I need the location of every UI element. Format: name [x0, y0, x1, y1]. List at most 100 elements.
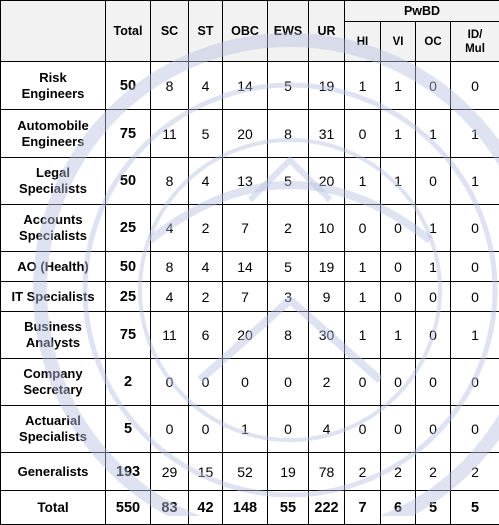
total-cell: 50	[106, 252, 151, 282]
total-cell: 75	[106, 312, 151, 359]
st-cell: 6	[189, 312, 223, 359]
post-name-line2: Analysts	[26, 335, 80, 350]
obc-cell: 13	[223, 158, 268, 205]
total-vi-cell: 6	[381, 491, 416, 525]
total-cell: 50	[106, 62, 151, 110]
post-name-line1: Risk	[39, 70, 66, 85]
post-name-line1: Generalists	[18, 464, 89, 479]
oc-cell: 2	[416, 453, 451, 491]
total-row-label: Total	[1, 491, 106, 525]
total-obc-cell: 148	[223, 491, 268, 525]
sc-cell: 4	[151, 205, 189, 252]
idmul-cell: 1	[451, 312, 499, 359]
idmul-cell: 1	[451, 110, 499, 158]
ur-cell: 20	[309, 158, 345, 205]
idmul-cell: 2	[451, 453, 499, 491]
hi-cell: 1	[345, 312, 381, 359]
post-name-line1: IT Specialists	[11, 289, 94, 304]
ur-cell: 31	[309, 110, 345, 158]
obc-cell: 1	[223, 406, 268, 453]
oc-cell: 0	[416, 62, 451, 110]
vi-cell: 0	[381, 205, 416, 252]
st-cell: 15	[189, 453, 223, 491]
ews-cell: 5	[268, 62, 309, 110]
ur-header: UR	[309, 1, 345, 62]
obc-header: OBC	[223, 1, 268, 62]
hi-cell: 0	[345, 110, 381, 158]
idmul-cell: 0	[451, 406, 499, 453]
post-header	[1, 1, 106, 62]
oc-cell: 0	[416, 158, 451, 205]
total-cell: 75	[106, 110, 151, 158]
st-cell: 4	[189, 62, 223, 110]
sc-cell: 0	[151, 406, 189, 453]
total-st-cell: 42	[189, 491, 223, 525]
ur-cell: 2	[309, 359, 345, 406]
post-name-line2: Specialists	[19, 228, 87, 243]
ews-cell: 8	[268, 110, 309, 158]
st-cell: 2	[189, 205, 223, 252]
pwbd-header: PwBD	[345, 1, 499, 22]
st-cell: 5	[189, 110, 223, 158]
obc-cell: 7	[223, 282, 268, 312]
sc-cell: 29	[151, 453, 189, 491]
ews-cell: 0	[268, 406, 309, 453]
hi-cell: 2	[345, 453, 381, 491]
sc-cell: 4	[151, 282, 189, 312]
oc-cell: 1	[416, 205, 451, 252]
total-cell: 2	[106, 359, 151, 406]
vi-header: VI	[381, 22, 416, 62]
obc-cell: 7	[223, 205, 268, 252]
vi-cell: 1	[381, 62, 416, 110]
sc-header: SC	[151, 1, 189, 62]
total-ur-cell: 222	[309, 491, 345, 525]
ews-header: EWS	[268, 1, 309, 62]
st-cell: 4	[189, 158, 223, 205]
hi-cell: 1	[345, 252, 381, 282]
idmul-header-line2: Mul	[465, 43, 485, 55]
vi-cell: 1	[381, 110, 416, 158]
sc-cell: 8	[151, 252, 189, 282]
post-name-line2: Engineers	[22, 86, 85, 101]
ur-cell: 78	[309, 453, 345, 491]
total-sc-cell: 83	[151, 491, 189, 525]
header-row-top: Total SC ST OBC EWS UR PwBD	[1, 1, 499, 22]
oc-cell: 0	[416, 312, 451, 359]
oc-cell: 0	[416, 359, 451, 406]
idmul-cell: 1	[451, 158, 499, 205]
oc-cell: 0	[416, 406, 451, 453]
post-name-line2: Specialists	[19, 429, 87, 444]
oc-cell: 1	[416, 252, 451, 282]
obc-cell: 20	[223, 312, 268, 359]
obc-cell: 14	[223, 62, 268, 110]
obc-cell: 14	[223, 252, 268, 282]
ur-cell: 10	[309, 205, 345, 252]
oc-header: OC	[416, 22, 451, 62]
ur-cell: 30	[309, 312, 345, 359]
total-cell: 50	[106, 158, 151, 205]
post-name-line1: Automobile	[17, 118, 89, 133]
st-cell: 0	[189, 406, 223, 453]
hi-cell: 0	[345, 205, 381, 252]
sc-cell: 11	[151, 312, 189, 359]
idmul-cell: 0	[451, 359, 499, 406]
obc-cell: 52	[223, 453, 268, 491]
total-header: Total	[106, 1, 151, 62]
ur-cell: 19	[309, 252, 345, 282]
post-name-line1: Business	[24, 319, 82, 334]
oc-cell: 0	[416, 282, 451, 312]
sc-cell: 8	[151, 62, 189, 110]
ur-cell: 19	[309, 62, 345, 110]
